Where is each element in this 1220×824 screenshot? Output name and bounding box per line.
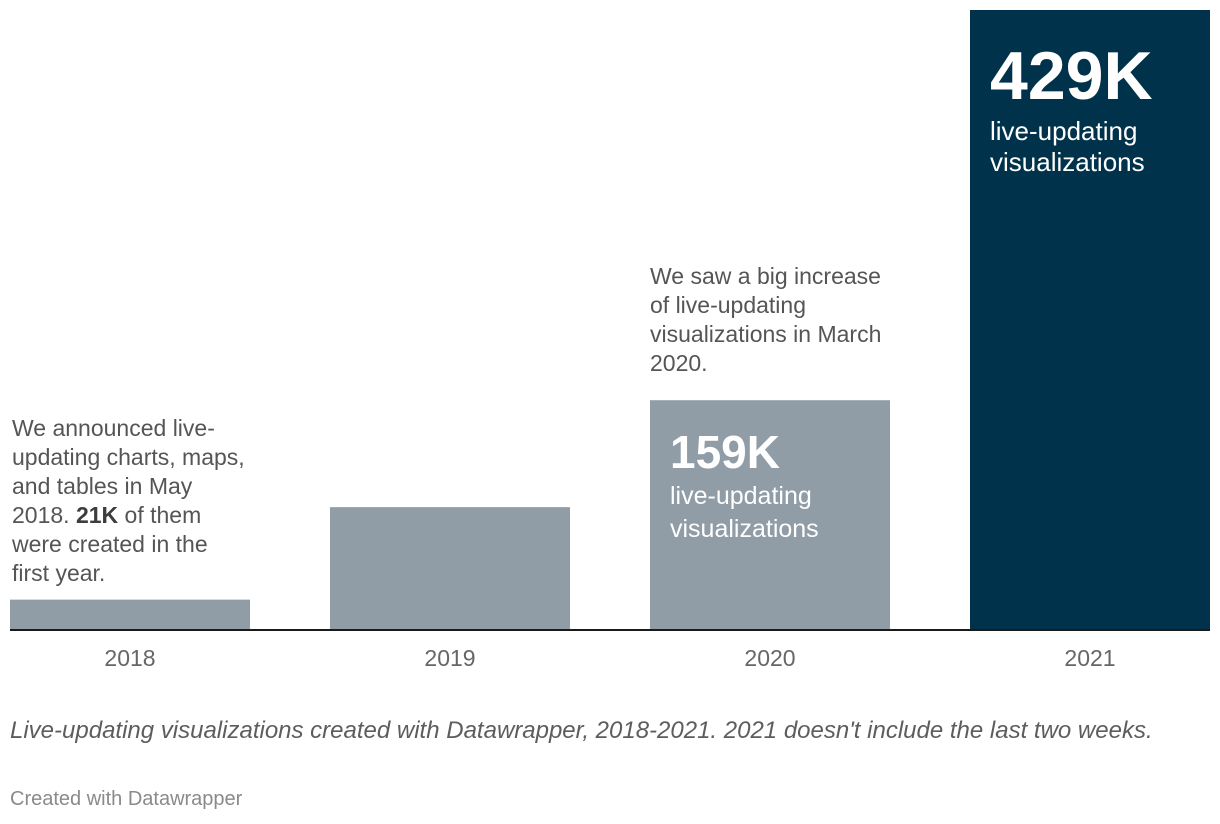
- bar-label-2020-text: live-updating visualizations: [670, 482, 819, 543]
- bars-group: [10, 10, 1210, 630]
- x-axis-ticks: 2018 2019 2020 2021: [104, 645, 1115, 671]
- x-tick-label-2019: 2019: [424, 645, 475, 671]
- bar-label-2021-text: live-updating visualizations: [990, 116, 1145, 177]
- bar-label-2021-value: 429K: [990, 38, 1153, 114]
- bar-label-2021: 429K live-updating visualizations: [990, 36, 1190, 178]
- annotation-2018-bold-value: 21K: [75, 502, 119, 528]
- annotation-2018-text-before: We announced live-updating charts, maps,…: [12, 415, 245, 528]
- bar-2021: [970, 10, 1210, 630]
- bar-2019: [330, 507, 570, 630]
- annotation-2018-text-after: of them were created in the first year.: [12, 502, 208, 586]
- bar-label-2020: 159K live-updating visualizations: [670, 424, 870, 546]
- chart-caption: Live-updating visualizations created wit…: [10, 717, 1153, 744]
- bar-chart: 2018 2019 2020 2021: [10, 10, 1210, 671]
- bar-label-2020-value: 159K: [670, 426, 780, 478]
- bar-2020: [650, 400, 890, 630]
- x-tick-label-2020: 2020: [744, 645, 795, 671]
- chart-credit: Created with Datawrapper: [10, 788, 243, 810]
- annotation-2020: We saw a big increase of live-updating v…: [650, 263, 882, 376]
- bar-2018: [10, 599, 250, 630]
- x-tick-label-2021: 2021: [1064, 645, 1115, 671]
- annotation-2018: We announced live-updating charts, maps,…: [12, 414, 250, 588]
- x-tick-label-2018: 2018: [104, 645, 155, 671]
